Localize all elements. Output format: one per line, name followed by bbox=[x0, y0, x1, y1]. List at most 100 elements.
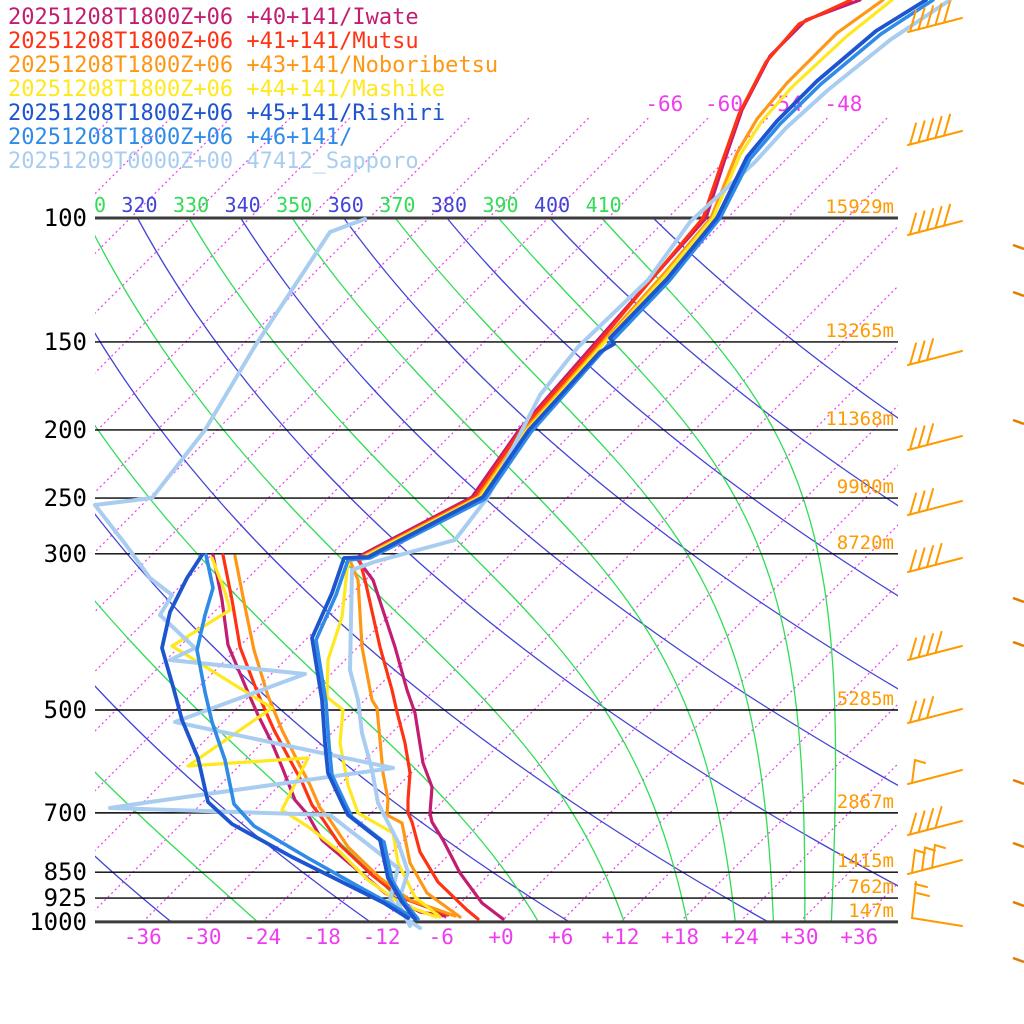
legend-entry-1: 20251208T1800Z+06 +41+141/Mutsu bbox=[8, 29, 419, 54]
altitude-label-150: 13265m bbox=[825, 320, 894, 342]
noboribetsu-dewpoint-curve bbox=[233, 554, 457, 918]
edge-wind-barb-fragment bbox=[1012, 900, 1024, 908]
altitude-label-1000: 147m bbox=[848, 900, 894, 922]
wind-barb bbox=[907, 758, 963, 785]
legend-entry-2: 20251208T1800Z+06 +43+141/Noboribetsu bbox=[8, 53, 498, 78]
moist-adiabat-line bbox=[291, 218, 736, 922]
dry-adiabat-label: 320 bbox=[121, 193, 157, 217]
isotherm-line bbox=[799, 822, 898, 922]
wind-barbs bbox=[907, 0, 1024, 964]
temp-tick-label: -36 bbox=[124, 925, 162, 949]
axis-labels: 100 15929m 150 13265m 200 11368m 250 9900m 300 87… bbox=[29, 196, 894, 949]
altitude-label-300: 8720m bbox=[837, 532, 894, 554]
temp-tick-label: -6 bbox=[429, 925, 454, 949]
temp-tick-label: +6 bbox=[548, 925, 573, 949]
pressure-label-700: 700 bbox=[44, 799, 87, 827]
dry-adiabat-label: 380 bbox=[431, 193, 467, 217]
legend-entry-6: 20251209T0000Z+00 47412_Sapporo bbox=[8, 149, 419, 174]
moist-adiabat-line bbox=[601, 218, 837, 922]
sapporo-temperature-curve bbox=[348, 0, 952, 928]
mutsu-temperature-curve bbox=[357, 0, 853, 921]
isotherm-line bbox=[95, 116, 771, 792]
edge-wind-barb-fragment bbox=[1012, 778, 1024, 786]
temp-tick-label: +30 bbox=[781, 925, 819, 949]
iwate-temperature-curve bbox=[354, 0, 862, 921]
moist-adiabat-label: 410 bbox=[586, 193, 622, 217]
dry-adiabat-line bbox=[136, 218, 898, 887]
legend-entry-4: 20251208T1800Z+06 +45+141/Rishiri bbox=[8, 101, 445, 126]
isotherm-top-label: -66 bbox=[645, 92, 683, 116]
dry-adiabat-line bbox=[95, 513, 570, 922]
mashike-temperature-curve bbox=[325, 0, 894, 919]
dry-adiabat-label: 400 bbox=[534, 193, 570, 217]
temp-tick-label: -18 bbox=[303, 925, 341, 949]
dry-adiabat-line bbox=[652, 218, 898, 419]
wind-barb bbox=[907, 843, 963, 875]
moist-adiabat-label: 390 bbox=[482, 193, 518, 217]
temp-tick-label: -24 bbox=[243, 925, 281, 949]
pressure-level-lines bbox=[95, 216, 898, 924]
edge-wind-barb-fragment bbox=[1012, 418, 1024, 426]
temp-tick-label: +36 bbox=[840, 925, 878, 949]
moist-adiabat-label: 350 bbox=[276, 193, 312, 217]
pressure-label-1000: 1000 bbox=[29, 908, 87, 936]
moist-adiabat-line bbox=[95, 771, 259, 922]
moist-adiabat-grid bbox=[95, 218, 837, 922]
isotherm-top-label: -60 bbox=[705, 92, 743, 116]
moist-adiabat-line bbox=[394, 218, 775, 922]
wind-barb bbox=[907, 203, 963, 236]
pressure-label-150: 150 bbox=[44, 328, 87, 356]
edge-wind-barb-fragment bbox=[1012, 290, 1024, 298]
temp-tick-label: +0 bbox=[488, 925, 513, 949]
altitude-label-100: 15929m bbox=[825, 196, 894, 218]
pressure-label-100: 100 bbox=[44, 204, 87, 232]
moist-adiabat-label: 370 bbox=[379, 193, 415, 217]
isotherm-line bbox=[919, 116, 1024, 922]
pressure-label-200: 200 bbox=[44, 416, 87, 444]
pressure-label-925: 925 bbox=[44, 884, 87, 912]
wind-barb bbox=[910, 881, 963, 927]
dry-adiabat-line bbox=[549, 218, 898, 507]
station-46-141-dewpoint-curve bbox=[195, 553, 416, 920]
legend-entry-0: 20251208T1800Z+06 +40+141/Iwate bbox=[8, 5, 419, 30]
moist-adiabat-line bbox=[95, 424, 540, 922]
rishiri-dewpoint-curve bbox=[160, 553, 410, 920]
wind-barb bbox=[907, 696, 963, 724]
moist-adiabat-label: 330 bbox=[173, 193, 209, 217]
isotherm-line bbox=[95, 116, 233, 255]
dry-adiabat-line bbox=[446, 218, 898, 597]
temp-tick-label: -12 bbox=[363, 925, 401, 949]
edge-wind-barb-fragment bbox=[1012, 640, 1024, 648]
moist-adiabat-line bbox=[188, 218, 688, 922]
sapporo-dewpoint-curve bbox=[93, 217, 422, 930]
wind-barb bbox=[907, 423, 963, 451]
wind-barb bbox=[907, 0, 963, 33]
temp-tick-label: +24 bbox=[721, 925, 759, 949]
isotherm-line bbox=[95, 116, 890, 911]
altitude-label-200: 11368m bbox=[825, 408, 894, 430]
dry-adiabat-line bbox=[95, 332, 769, 922]
altitude-label-700: 2867m bbox=[837, 791, 894, 813]
altitude-label-850: 1415m bbox=[837, 850, 894, 872]
wind-barb bbox=[907, 338, 963, 366]
legend: 20251208T1800Z+06 +40+141/Iwate20251208T… bbox=[8, 5, 498, 174]
mutsu-dewpoint-curve bbox=[221, 553, 450, 917]
dry-adiabat-label: 340 bbox=[225, 193, 261, 217]
station-curves bbox=[93, 0, 952, 930]
isotherm-line bbox=[142, 165, 898, 922]
dry-adiabat-line bbox=[95, 685, 371, 922]
altitude-label-250: 9900m bbox=[837, 476, 894, 498]
edge-wind-barb-fragment bbox=[1012, 596, 1024, 604]
pressure-label-850: 850 bbox=[44, 858, 87, 886]
wind-barb bbox=[907, 805, 963, 836]
isotherm-line bbox=[560, 583, 898, 922]
wind-barb bbox=[907, 542, 963, 573]
dry-adiabat-line bbox=[240, 218, 898, 787]
dry-adiabat-line bbox=[343, 218, 898, 690]
edge-wind-barb-fragment bbox=[1012, 956, 1024, 964]
legend-entry-3: 20251208T1800Z+06 +44+141/Mashike bbox=[8, 77, 445, 102]
wind-barb bbox=[907, 488, 963, 516]
pressure-label-250: 250 bbox=[44, 484, 87, 512]
